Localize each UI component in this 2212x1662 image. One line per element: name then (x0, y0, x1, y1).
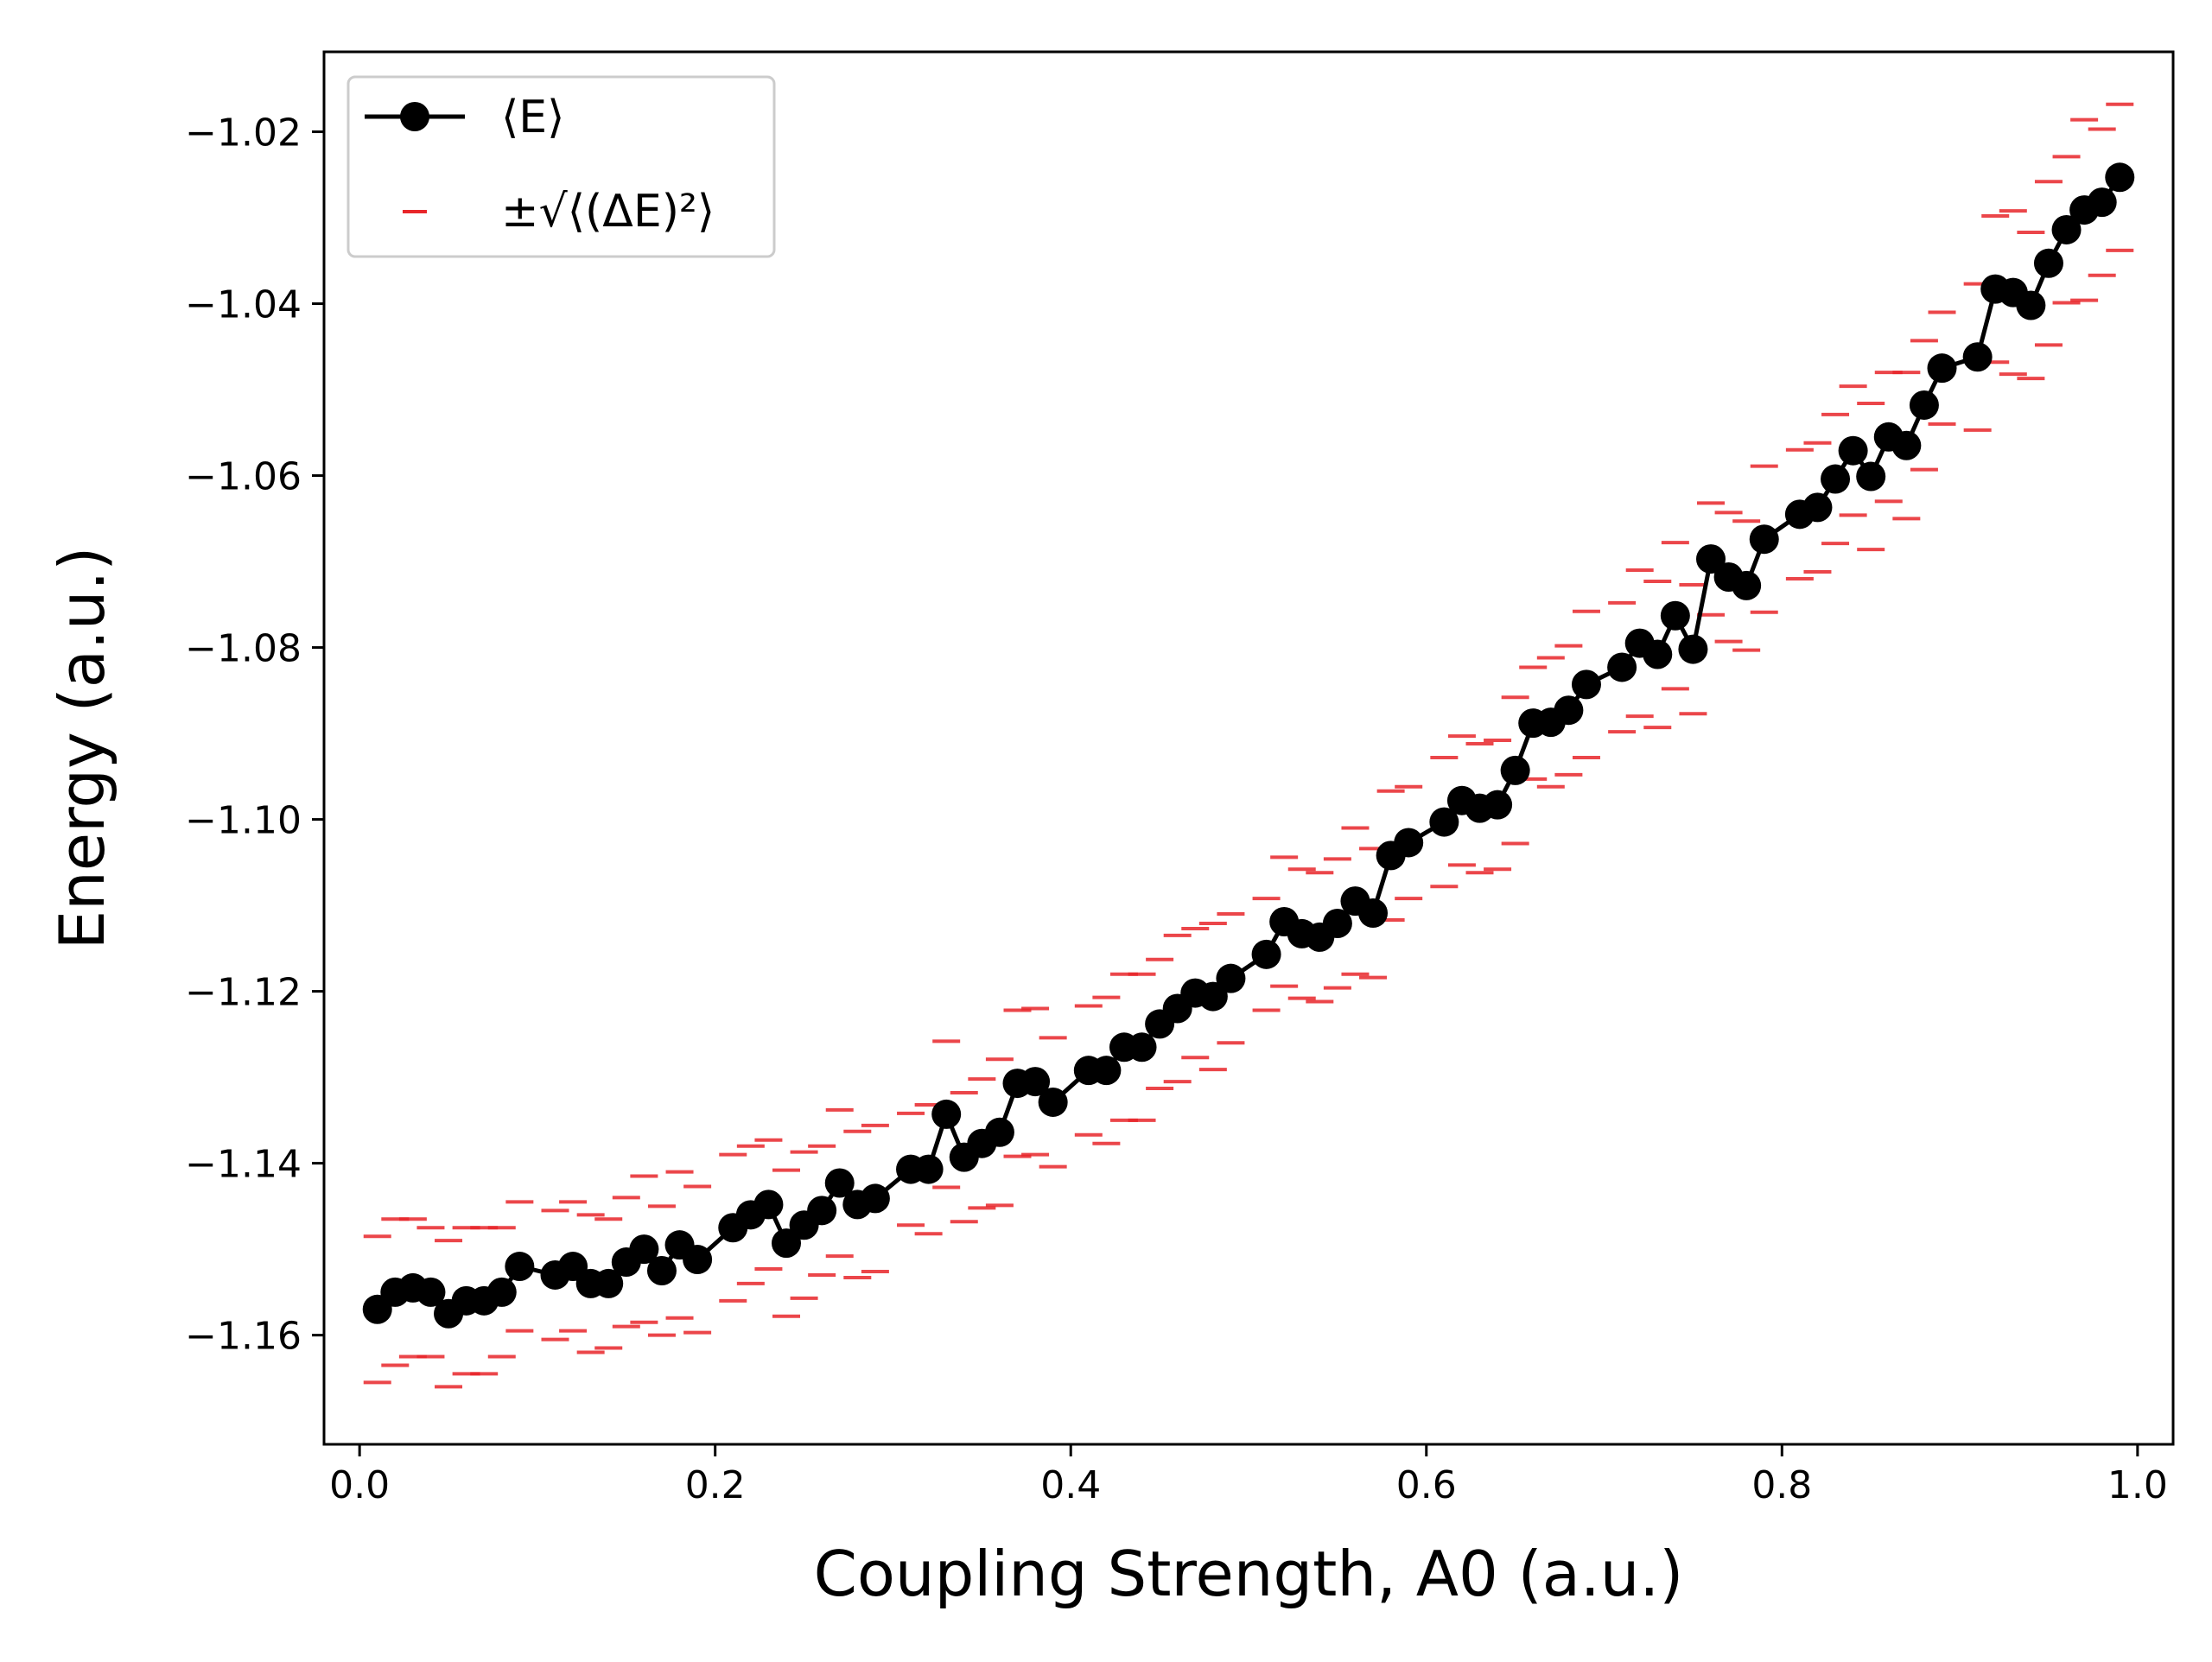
mean-energy-point (860, 1183, 890, 1214)
x-axis-label: Coupling Strength, A0 (a.u.) (814, 1538, 1684, 1610)
x-tick-label: 1.0 (2107, 1463, 2168, 1507)
mean-energy-point (1394, 828, 1424, 858)
mean-energy-line (375, 175, 2122, 1316)
x-tick-label: 0.6 (1396, 1463, 1457, 1507)
mean-energy-point (2087, 187, 2117, 218)
x-tick-label: 0.2 (685, 1463, 746, 1507)
legend-label-std: ±√⟨(ΔE)²⟩ (501, 186, 715, 238)
y-tick-label: −1.04 (185, 283, 302, 327)
mean-energy-point (1607, 652, 1637, 682)
mean-energy-point (1802, 492, 1833, 523)
x-tick-label: 0.4 (1040, 1463, 1101, 1507)
mean-energy-point (1856, 461, 1886, 492)
x-tick-label: 0.0 (329, 1463, 390, 1507)
mean-energy-point (2051, 214, 2082, 244)
mean-energy-point (1091, 1056, 1122, 1086)
mean-energy-point (1927, 353, 1957, 384)
mean-energy-point (1838, 435, 1868, 466)
mean-energy-point (1198, 981, 1228, 1012)
mean-energy-point (1678, 634, 1708, 664)
mean-energy-point (1483, 790, 1513, 820)
mean-energy-point (1571, 669, 1601, 700)
error-bar-series (363, 102, 2134, 1389)
mean-energy-point (824, 1168, 855, 1198)
mean-energy-point (629, 1234, 659, 1265)
y-tick-label: −1.10 (185, 799, 302, 843)
mean-energy-point (1821, 464, 1851, 494)
mean-energy-point (646, 1255, 677, 1285)
y-tick-label: −1.08 (185, 627, 302, 671)
y-tick-label: −1.12 (185, 971, 302, 1015)
mean-energy-point (1216, 963, 1246, 993)
mean-energy-point (486, 1277, 517, 1307)
plot-area-frame (322, 50, 2175, 1446)
mean-energy-point (594, 1268, 624, 1298)
mean-energy-point (1732, 570, 1762, 600)
mean-energy-point (1643, 639, 1673, 669)
mean-energy-point (1500, 755, 1530, 785)
x-axis-ticks: 0.0 0.2 0.4 0.6 0.8 1.0 (329, 1444, 2168, 1507)
legend: ⟨E⟩ ±√⟨(ΔE)²⟩ (346, 75, 776, 258)
mean-energy-point (1251, 939, 1281, 969)
mean-energy-point (1696, 544, 1726, 574)
mean-energy-point (1020, 1067, 1051, 1097)
y-tick-label: −1.02 (185, 111, 302, 155)
mean-energy-series (362, 162, 2135, 1329)
mean-energy-point (1358, 898, 1389, 929)
mean-energy-point (913, 1154, 944, 1184)
mean-energy-point (1429, 807, 1459, 837)
mean-energy-point (1660, 600, 1690, 631)
mean-energy-point (1962, 342, 1993, 372)
mean-energy-point (772, 1228, 801, 1259)
y-axis-ticks: −1.16 −1.14 −1.12 −1.10 −1.08 −1.06 −1.04 −1.02 (185, 111, 324, 1359)
mean-energy-point (1127, 1032, 1157, 1063)
mean-energy-point (2016, 290, 2046, 320)
mean-energy-point (1038, 1087, 1068, 1117)
mean-energy-point (1749, 524, 1779, 555)
legend-label-mean: ⟨E⟩ (501, 92, 564, 143)
legend-marker-swatch (400, 102, 429, 131)
mean-energy-point (1891, 430, 1922, 460)
y-tick-label: −1.14 (185, 1143, 302, 1187)
mean-energy-point (753, 1189, 784, 1220)
mean-energy-point (931, 1099, 962, 1129)
y-axis-label: Energy (a.u.) (46, 547, 118, 950)
x-tick-label: 0.8 (1751, 1463, 1812, 1507)
mean-energy-point (807, 1196, 837, 1226)
mean-energy-point (1554, 695, 1584, 726)
y-tick-label: −1.16 (185, 1315, 302, 1359)
mean-energy-point (984, 1117, 1014, 1147)
legend-box (346, 75, 776, 258)
mean-energy-point (683, 1245, 713, 1275)
mean-energy-point (2033, 248, 2063, 278)
mean-energy-point (2105, 162, 2135, 193)
y-tick-label: −1.06 (185, 455, 302, 499)
mean-energy-point (1322, 908, 1352, 938)
mean-energy-point (1909, 390, 1939, 420)
mean-energy-point (416, 1277, 446, 1307)
mean-energy-point (505, 1252, 535, 1282)
